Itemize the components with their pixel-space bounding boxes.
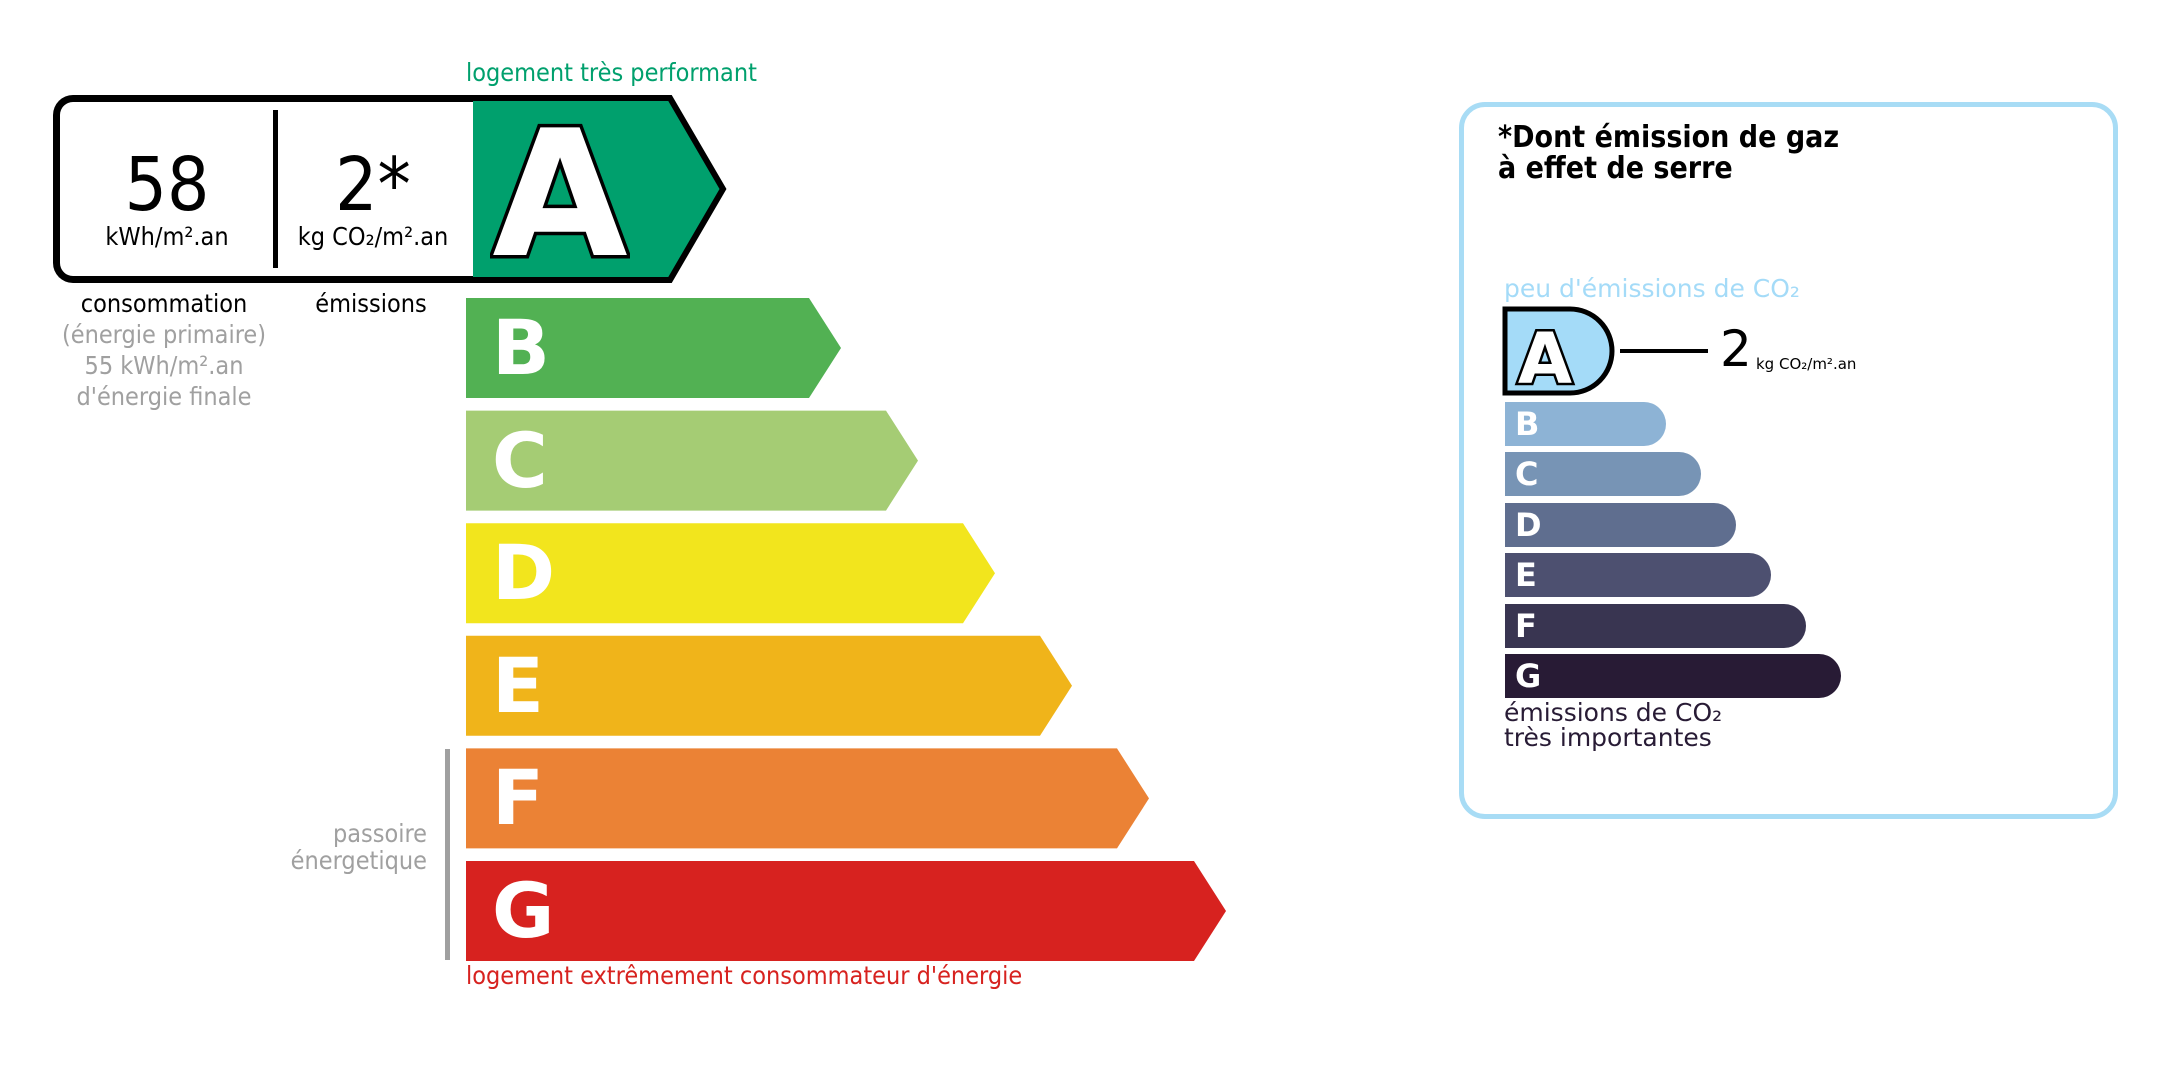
class-g-arrow (466, 861, 1226, 961)
co2-bottom-line1: émissions de CO₂ (1504, 698, 1723, 727)
co2-bottom-line2: très importantes (1504, 723, 1712, 752)
co2-class-a-text: A (1518, 318, 1572, 400)
co2-class-c-bar: C (1505, 452, 1701, 497)
emissions-value: 2* (335, 142, 411, 228)
passoire-label: passoire énergetique (230, 820, 427, 874)
final-energy-label: d'énergie finale (76, 382, 252, 411)
consumption-unit: kWh/m².an (105, 222, 229, 251)
co2-class-a-badge: A (1502, 306, 1615, 400)
co2-top-label: peu d'émissions de CO₂ (1504, 274, 1800, 303)
co2-panel (1459, 102, 2118, 819)
class-b-letter: B (492, 303, 550, 392)
emissions-unit: kg CO₂/m².an (297, 222, 449, 251)
class-e-letter: E (492, 640, 544, 730)
top-label: logement très performant (466, 58, 757, 87)
class-d-arrow (466, 523, 995, 624)
co2-bottom-label: émissions de CO₂ très importantes (1504, 700, 1722, 750)
co2-value: 2 (1720, 320, 1752, 378)
class-a-letter: A (489, 91, 631, 301)
energy-scale (445, 95, 1226, 961)
class-e-arrow (466, 635, 1072, 736)
emissions-value-block: 2* kg CO₂/m².an (278, 148, 468, 251)
co2-class-b-bar: B (1505, 402, 1666, 446)
passoire-bracket (445, 749, 450, 960)
class-d-letter: D (492, 528, 556, 618)
co2-title-line2: à effet de serre (1498, 151, 1733, 186)
co2-pointer-line (1620, 349, 1708, 353)
class-b-arrow (466, 298, 841, 398)
co2-class-g-bar: G (1505, 654, 1841, 698)
final-energy-value: 55 kWh/m².an (84, 351, 244, 380)
class-a-text: A (492, 105, 627, 275)
values-box (53, 95, 473, 283)
co2-title: *Dont émission de gaz à effet de serre (1498, 122, 1839, 184)
consumption-labels: consommation (énergie primaire) 55 kWh/m… (44, 288, 284, 412)
class-f-letter: F (492, 753, 544, 843)
consumption-value: 58 (124, 142, 210, 228)
passoire-line2: énergetique (290, 846, 427, 875)
consumption-sub: (énergie primaire) (61, 320, 267, 349)
class-f-arrow (466, 748, 1149, 849)
emissions-label: émissions (315, 289, 427, 318)
values-divider (273, 110, 278, 268)
passoire-line1: passoire (332, 819, 427, 848)
class-c-letter: C (492, 415, 548, 505)
class-g-letter: G (492, 866, 555, 955)
co2-class-e-bar: E (1505, 553, 1771, 598)
co2-unit: kg CO₂/m².an (1756, 355, 1857, 373)
co2-class-d-bar: D (1505, 502, 1736, 547)
class-c-arrow (466, 410, 918, 511)
co2-class-f-bar: F (1505, 603, 1806, 648)
bottom-label: logement extrêmement consommateur d'éner… (466, 961, 1023, 990)
consumption-value-block: 58 kWh/m².an (60, 148, 274, 251)
co2-title-line1: *Dont émission de gaz (1498, 120, 1840, 155)
consumption-label: consommation (80, 289, 248, 318)
